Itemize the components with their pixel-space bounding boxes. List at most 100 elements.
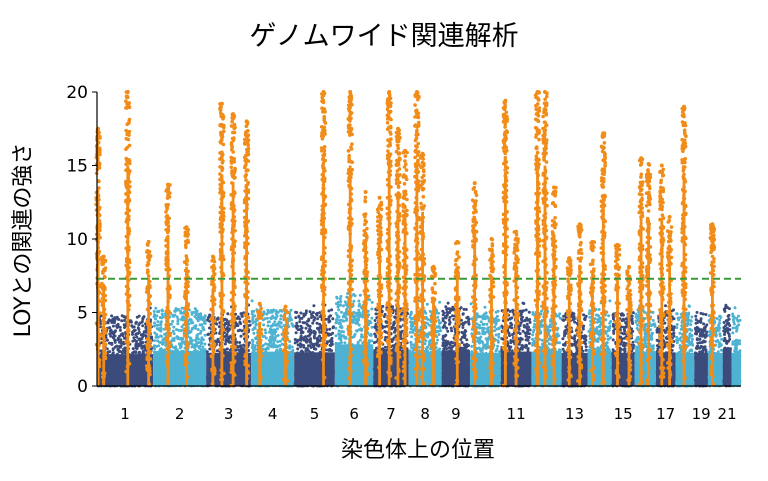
chart-title: ゲノムワイド関連解析 [249,21,519,52]
chromosome-9-points [441,239,471,388]
x-axis-label: 染色体上の位置 [340,438,495,463]
chromosome-7-peak-2 [385,91,394,378]
chromosome-16-peak-2-top [646,162,651,166]
x-tick-label-15: 15 [614,405,633,423]
chromosome-12-peak-1 [533,90,542,376]
chromosome-9-peak-1-stem [455,278,459,386]
chromosome-2-points [152,182,207,388]
chromosome-13-peak-1 [565,256,573,382]
chromosome-12-peak-3-top [552,185,556,190]
chromosome-7-peak-4-top [403,148,408,153]
chromosome-13-dense-band [561,352,588,386]
x-tick-label-5: 5 [310,405,320,423]
chromosome-11-peak-2-top [514,229,519,234]
y-tick-label-15: 15 [66,157,88,177]
chromosome-13-peak-2 [576,223,584,383]
chromosome-1-points [94,90,154,388]
chromosome-11-peak-1 [501,100,510,388]
chromosome-12-peak-3 [550,185,558,381]
chromosome-3-peak-3 [229,112,237,388]
chromosome-12-peak-1-top [535,90,540,94]
y-axis-label: LOYとの関連の強さ [11,142,36,338]
chromosome-3-peak-1-top [210,254,215,259]
chromosome-8-peak-2 [418,153,427,386]
chromosome-1-peak-2-stem [102,289,106,386]
chromosome-7-peak-1 [375,200,384,370]
chromosome-1-peak-2 [99,255,108,384]
chromosome-12-points [531,90,563,388]
chromosome-4-peak-2 [281,307,290,383]
chromosome-22-dense-band [731,352,741,386]
chromosome-17-peak-1-stem [660,220,664,386]
chromosome-10-peak-1-top [472,181,477,186]
chromosome-7-peak-1-top [377,195,382,200]
chromosome-15-peak-2 [625,266,633,382]
chromosome-5-dense-band [294,352,335,386]
x-tick-label-11: 11 [507,405,526,423]
x-tick-label-7: 7 [386,405,396,423]
chromosome-16-points [634,156,657,388]
chromosome-17-dense-band [656,352,676,386]
chromosome-4-peak-1 [256,302,264,380]
chromosome-7-peak-2-top [387,90,392,94]
chromosome-5-points [293,90,336,388]
chromosome-3-peak-4-top [244,119,249,124]
chromosome-6-peak-2-top [363,190,368,194]
x-tick-label-4: 4 [268,405,278,423]
chromosome-7-peak-2-stem [387,165,391,386]
chromosome-3-peak-4-stem [245,187,248,386]
chromosome-10-points [469,181,502,388]
chromosome-5-peak-1 [319,91,328,380]
chromosome-22-points [731,306,742,388]
x-tick-label-21: 21 [718,405,737,423]
axes: 1 2 3 4 5 6 7 8 9 11 13 15 17 19 21 0 5 10 15 20 [66,83,741,423]
chromosome-15-peak-1 [613,243,622,379]
chromosome-8-peak-2-top [420,151,425,156]
chromosome-6-peak-1 [346,92,355,381]
chromosome-10-peak-2-stem [490,275,493,387]
chromosome-7-points [372,90,410,388]
chromosome-12-peak-2 [541,91,549,380]
x-tick-label-2: 2 [175,405,185,423]
x-tick-label-3: 3 [224,405,234,423]
chromosome-8-peak-3-top [431,264,436,269]
chromosome-10-peak-2 [487,237,496,379]
chromosome-4-points [250,299,295,388]
chromosome-8-peak-1 [413,90,421,377]
chromosome-16-peak-1-top [639,156,644,161]
chromosome-15-peak-2-stem [627,296,631,386]
chromosome-7-peak-4 [401,150,409,381]
data-points [94,90,742,388]
chromosome-15-peak-2-top [627,264,631,269]
chromosome-8-peak-3 [429,265,438,387]
chromosome-2-peak-2-stem [185,266,188,386]
chromosome-4-peak-1-top [257,301,262,306]
chromosome-20-peak-1-top [710,222,715,227]
chromosome-12-peak-2-top [543,90,547,94]
chromosome-9-peak-1-top [455,239,460,244]
chromosome-21-dense-band [722,349,732,386]
chromosome-16-peak-2-stem [647,219,650,386]
chromosome-18-peak-1-top [682,104,686,109]
chromosome-14-peak-2-top [601,131,606,136]
x-tick-label-9: 9 [451,405,461,423]
y-tick-label-10: 10 [66,230,88,250]
chromosome-12-peak-2-stem [543,165,547,386]
chromosome-18-peak-1 [680,106,688,380]
chromosome-14-peak-1-top [590,239,595,244]
chromosome-15-points [611,242,636,388]
chromosome-17-points [655,163,676,388]
chromosome-14-peak-2 [599,131,608,385]
chromosome-1-peak-4-top [146,239,151,244]
x-tick-label-8: 8 [420,405,430,423]
chromosome-3-peak-2-top [219,101,224,106]
x-tick-label-13: 13 [565,405,584,423]
chromosome-2-peak-1 [164,183,172,384]
x-tick-label-19: 19 [692,405,711,423]
chromosome-6-peak-1-top [348,90,353,94]
y-tick-label-0: 0 [77,377,88,397]
chromosome-19-dense-band [694,352,708,386]
chromosome-17-peak-2-top [667,215,672,219]
chromosome-2-dense-band [153,350,207,386]
chromosome-17-peak-1 [658,167,666,379]
